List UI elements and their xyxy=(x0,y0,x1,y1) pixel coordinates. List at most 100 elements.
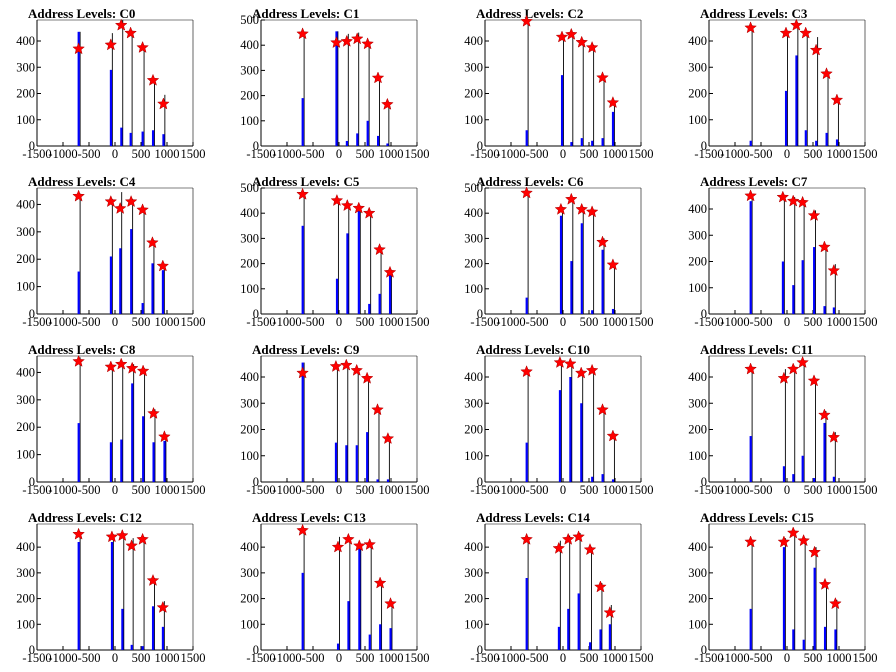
x-tick-label: 500 xyxy=(580,315,599,329)
bar xyxy=(525,578,528,650)
star-marker xyxy=(564,192,578,205)
panel-c10: Address Levels: C10 0 100 200 300 400 -1500-10… xyxy=(464,342,653,497)
y-tick-label: 200 xyxy=(688,592,707,606)
bar xyxy=(580,223,583,314)
x-tick-label: -1500 xyxy=(246,315,275,329)
star-marker xyxy=(790,18,803,31)
bar xyxy=(802,639,805,650)
star-marker xyxy=(114,357,128,370)
star-marker xyxy=(350,363,364,376)
panel-c4: Address Levels: C4 0 100 200 300 400 -1500-100… xyxy=(16,174,205,329)
bar xyxy=(301,225,304,314)
star-marker xyxy=(603,606,617,619)
bar xyxy=(120,439,123,482)
bar xyxy=(749,608,752,650)
x-tick-label: -1500 xyxy=(22,651,51,665)
star-marker xyxy=(339,358,353,371)
star-marker xyxy=(799,26,813,39)
x-tick-label: 1000 xyxy=(603,651,628,665)
bar xyxy=(591,310,594,314)
star-marker xyxy=(329,359,343,372)
bar xyxy=(345,140,348,146)
bar xyxy=(608,624,611,650)
bar xyxy=(591,140,594,146)
y-tick-label: 300 xyxy=(16,60,35,74)
bar xyxy=(336,643,340,650)
bar xyxy=(823,422,826,482)
bar xyxy=(376,479,379,482)
y-tick-label: 400 xyxy=(464,34,483,48)
bar xyxy=(792,285,795,314)
star-marker xyxy=(744,362,757,375)
bar xyxy=(356,133,359,146)
star-marker xyxy=(827,430,841,443)
x-tick-label: -500 xyxy=(526,147,549,161)
y-tick-label: 300 xyxy=(16,566,35,580)
x-tick-label: -500 xyxy=(526,651,549,665)
y-tick-label: 0 xyxy=(477,643,483,657)
star-marker xyxy=(136,203,149,216)
star-marker xyxy=(575,202,589,215)
y-tick-label: 0 xyxy=(701,643,707,657)
y-tick-label: 400 xyxy=(688,370,707,384)
y-tick-label: 300 xyxy=(16,225,35,239)
star-marker xyxy=(554,202,568,215)
x-tick-label: 1500 xyxy=(853,315,878,329)
star-marker xyxy=(572,530,585,543)
x-tick-label: -1000 xyxy=(720,483,749,497)
y-tick-label: 100 xyxy=(464,282,483,296)
y-tick-label: 100 xyxy=(16,113,35,127)
star-marker xyxy=(350,32,364,45)
y-tick-label: 300 xyxy=(688,60,707,74)
y-tick-label: 400 xyxy=(464,206,483,220)
star-marker xyxy=(383,265,397,278)
bar xyxy=(120,127,123,146)
x-tick-label: -1000 xyxy=(48,483,77,497)
star-marker xyxy=(797,534,810,547)
x-tick-label: -1000 xyxy=(272,315,301,329)
bar xyxy=(346,233,349,314)
bar xyxy=(601,138,604,146)
star-marker xyxy=(136,364,150,377)
x-tick-label: -500 xyxy=(750,147,773,161)
star-marker xyxy=(809,43,823,56)
bar xyxy=(129,132,132,146)
x-tick-label: -1000 xyxy=(720,315,749,329)
y-tick-label: 400 xyxy=(688,540,707,554)
x-tick-label: 1500 xyxy=(629,483,654,497)
y-tick-label: 300 xyxy=(16,393,35,407)
bar xyxy=(792,474,795,482)
x-tick-label: -1500 xyxy=(246,651,275,665)
x-tick-label: 1000 xyxy=(379,651,404,665)
x-tick-label: -1500 xyxy=(470,315,499,329)
x-tick-label: 0 xyxy=(112,147,118,161)
star-marker xyxy=(124,26,137,39)
y-tick-label: 400 xyxy=(240,206,259,220)
y-tick-label: 100 xyxy=(688,449,707,463)
y-tick-label: 400 xyxy=(240,38,259,52)
y-tick-label: 100 xyxy=(240,449,259,463)
star-marker xyxy=(72,42,85,55)
y-tick-label: 400 xyxy=(464,370,483,384)
bar xyxy=(109,256,113,314)
x-tick-label: -1500 xyxy=(694,483,723,497)
star-marker xyxy=(340,34,354,47)
panel-title: Address Levels: C4 xyxy=(28,174,136,189)
bar xyxy=(345,445,348,482)
x-tick-label: 0 xyxy=(336,651,342,665)
star-marker xyxy=(158,430,171,443)
y-tick-label: 400 xyxy=(16,34,35,48)
star-marker xyxy=(520,186,533,199)
panel-title: Address Levels: C15 xyxy=(700,510,814,525)
star-marker xyxy=(776,190,790,203)
x-tick-label: -500 xyxy=(750,483,773,497)
bar xyxy=(161,270,165,314)
bar xyxy=(301,98,304,146)
y-tick-label: 0 xyxy=(253,139,259,153)
y-tick-label: 500 xyxy=(240,181,259,195)
y-tick-label: 400 xyxy=(240,540,259,554)
panel-c1: Address Levels: C10100200300400500-1500-… xyxy=(240,6,429,161)
y-tick-label: 300 xyxy=(688,228,707,242)
y-tick-label: 100 xyxy=(688,617,707,631)
